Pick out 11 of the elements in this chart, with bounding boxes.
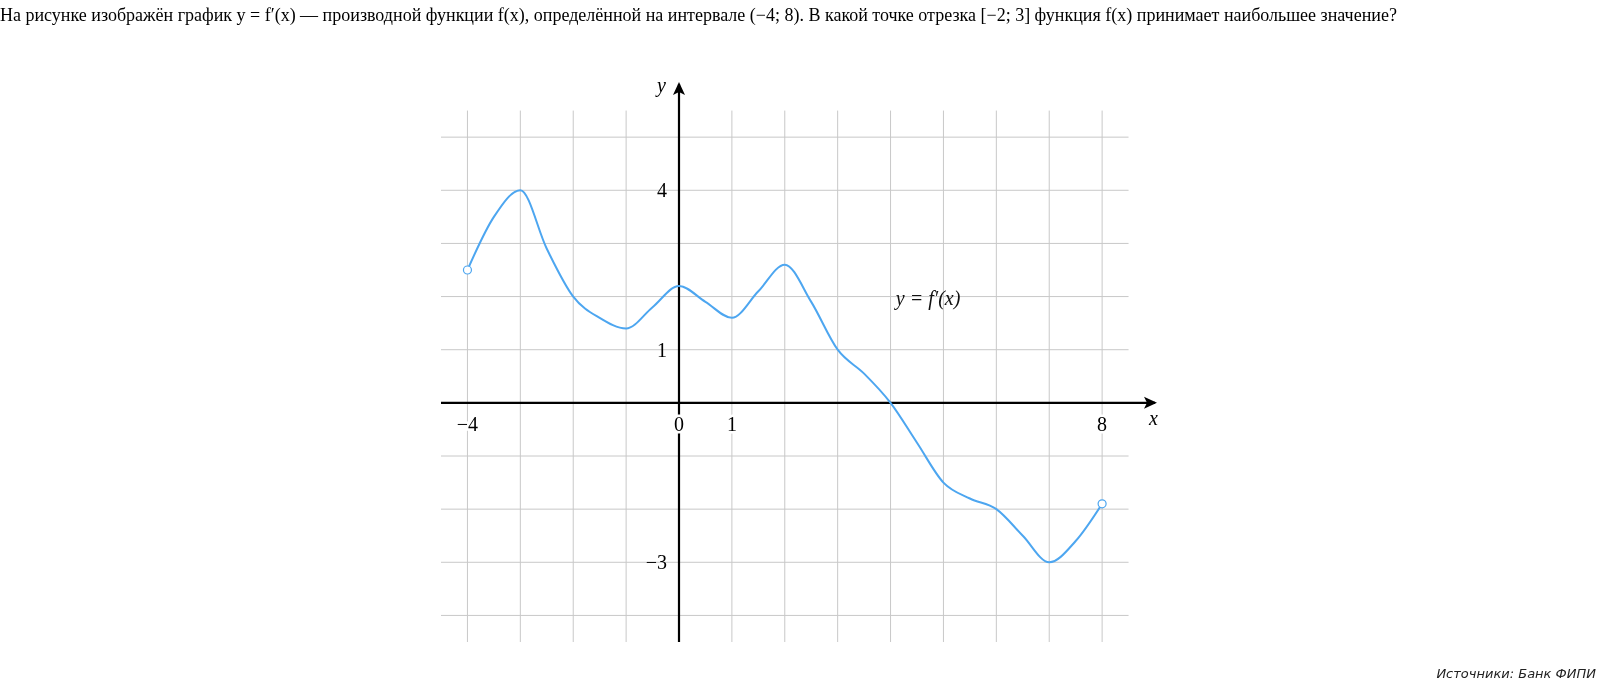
y-axis-title: y [655, 74, 666, 97]
chart-title: На рисунке изображён график y = f′(x) — производной функции f(x), определённой на интервале (−4; 8). В какой точке отрезка [−2; 3] функция f(x) принимает наибольшее значение? [0, 4, 1398, 26]
x-tick-label: 1 [726, 412, 737, 435]
text: Источники: Банк ФИПИ [1436, 666, 1597, 681]
y-tick-label: −3 [645, 551, 667, 574]
x-axis-title: x [1148, 406, 1158, 429]
y-tick-label: 1 [657, 338, 667, 361]
y-tick-label: 4 [657, 179, 667, 202]
x-tick-label: −4 [456, 412, 479, 435]
text: y = f′(x) [893, 286, 961, 310]
x-tick-label: 8 [1097, 412, 1108, 435]
